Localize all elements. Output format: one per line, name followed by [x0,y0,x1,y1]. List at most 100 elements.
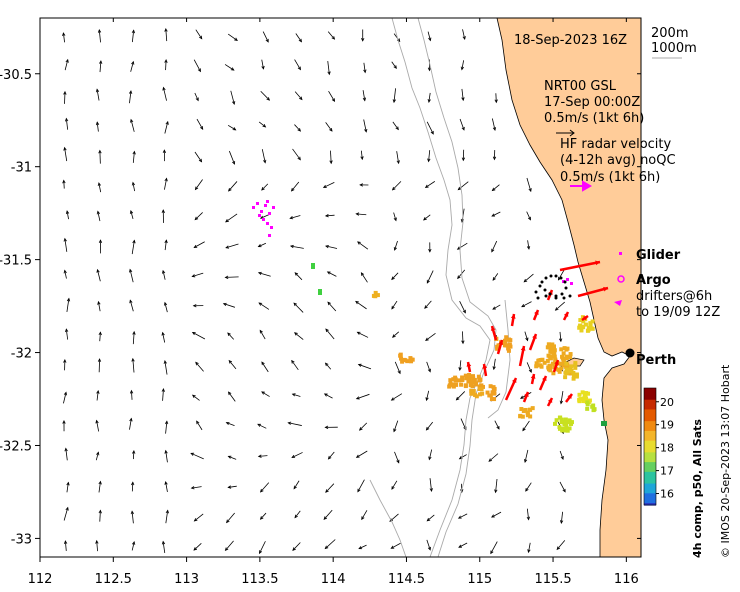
colorbar-segment [644,471,656,475]
model-vector [291,360,299,371]
model-vector-head [355,454,360,458]
drifter-point [563,280,567,284]
model-vector-head [522,427,526,432]
model-vector [165,481,168,493]
y-axis: -30.5 -31 -31.5 -32 -32.5 -33 [0,68,641,547]
drifter-legend-marker [614,300,622,306]
model-vector [526,362,532,373]
sst-pixel [477,392,482,397]
model-vector [195,29,203,39]
model-vector [130,210,134,219]
model-vector-head [355,300,359,305]
model-vector-head [129,417,133,422]
sst-pixel [553,421,558,426]
sst-pixel [571,370,576,375]
sst-pixel [590,326,595,331]
colorbar-tick-label: 18 [660,442,674,455]
model-label-line3: 0.5m/s (1kt 6h) [544,111,644,126]
model-vector-head [162,149,167,154]
sst-pixel [551,344,556,349]
sst-pixel [373,290,378,295]
model-vector [129,300,134,312]
model-vector-head [98,149,102,154]
sst-pixel [551,371,556,376]
sst-pixel [405,359,410,364]
sst-pixel [504,335,509,340]
model-vector [64,147,68,162]
model-vector-head [163,360,167,364]
model-vector-head [325,328,329,333]
model-vector [459,301,466,313]
sst-pixel [546,353,551,358]
model-vector [524,449,529,463]
model-vector [295,33,302,42]
model-vector-head [357,241,361,245]
model-vector-head [163,301,168,306]
model-vector [327,31,335,40]
y-tick-label: -33 [11,532,32,547]
glider-marker [266,200,269,203]
model-vector-head [356,331,361,335]
model-vector-head [193,518,198,522]
model-vector [63,507,69,521]
model-vector-head [396,459,400,464]
model-vector [129,418,132,430]
sst-pixel [400,359,405,364]
model-vector-head [324,362,329,367]
model-vector [228,181,238,192]
x-axis: 112 112.5 113 113.5 114 114.5 115 115.5 116 [28,18,639,587]
model-vector-head [294,272,299,276]
sst-pixel [518,414,523,419]
model-vector [428,92,431,103]
sst-pixel [525,411,530,416]
model-vector-head [526,516,530,521]
sst-pixel [520,414,525,419]
sst-pixel [492,386,497,391]
contour-inner [487,299,511,419]
model-vector [132,182,136,192]
model-vector-head [129,389,134,394]
drifter-point [536,296,540,300]
model-vector-head [525,487,529,492]
sst-pixel [577,392,582,397]
model-vector-head [164,59,168,63]
model-vector-head [128,90,133,94]
sst-pixel [568,352,573,357]
model-vector [492,304,501,310]
model-vector [423,214,431,221]
model-vector [193,59,201,72]
model-vector [165,510,169,524]
model-vector-head [363,69,367,74]
model-vector-head [324,425,329,429]
model-vector [391,61,397,69]
model-vector-head [195,361,199,366]
model-vector-head [427,99,431,103]
model-vector-head [322,184,327,188]
colorbar-segment [644,444,656,448]
model-vector [461,88,464,101]
model-vector-head [491,248,495,253]
model-vector-head [224,275,229,279]
drifter-point [554,274,558,278]
sst-pixel [559,420,564,425]
model-vector-head [191,274,196,278]
model-vector [325,214,335,217]
model-vector-head [227,455,232,459]
model-vector [488,453,499,462]
model-vector [394,361,401,374]
model-vector-head [192,304,197,308]
sst-pixel [550,361,555,366]
model-vector-head [457,275,461,280]
hf-radar-vectors [466,260,609,407]
model-vector-head [428,456,432,461]
radar-vector-head [532,334,537,339]
model-vector [356,213,367,216]
model-vector [294,59,301,70]
model-vector [294,332,304,340]
sst-pixel [530,406,535,411]
model-vector [99,332,101,342]
sst-pixel [559,347,564,352]
model-vector [129,90,132,104]
model-vector [459,454,467,460]
colorbar-tick-label: 20 [660,396,674,409]
